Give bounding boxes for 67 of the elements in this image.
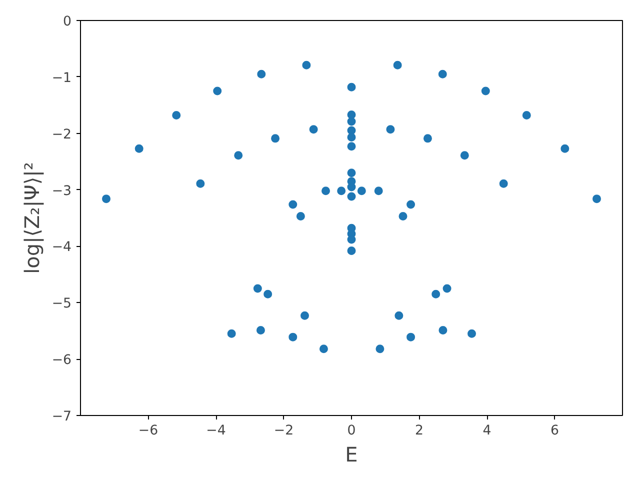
x-tick-label: 4 [482,424,492,438]
point [442,284,452,293]
point [102,194,110,204]
point [300,311,310,320]
point [499,179,508,188]
point [271,134,280,143]
y-tick-label: −5 [52,296,72,312]
point [376,344,384,354]
x-tick-label: 0 [347,424,356,438]
point [386,125,395,134]
x-tick-label: −6 [138,424,158,438]
point [347,142,356,151]
point [347,192,356,201]
point [322,186,330,196]
point [438,326,448,335]
point [406,200,416,209]
y-tick-label: −2 [52,127,72,142]
y-axis-title: log|⟨Z₂|Ψ⟩|² [20,162,44,274]
point [347,110,356,119]
point [468,329,476,338]
y-tick-label: −6 [52,353,72,368]
point [347,117,356,126]
point [394,311,404,320]
point [288,332,298,342]
y-tick-label: −1 [52,70,72,86]
point [592,194,602,204]
point [337,186,346,196]
point [460,151,469,160]
point [357,186,366,196]
y-tick-label: −7 [52,410,72,424]
x-tick-label: 6 [550,424,559,438]
y-tick-label: −3 [52,184,72,199]
point [264,290,272,298]
point [347,133,356,142]
point [438,70,447,78]
point [423,134,432,143]
point [234,151,243,160]
point [257,70,266,78]
point [347,82,356,92]
point [172,111,181,120]
x-tick-label: −4 [206,424,226,438]
point [406,332,416,342]
y-tick-label: −4 [52,240,72,256]
point [398,212,408,221]
x-tick-label: 2 [415,424,424,438]
point [213,86,222,96]
point [296,212,305,221]
point [393,60,402,70]
point [196,179,205,188]
point [302,60,311,70]
point [288,200,298,209]
point [134,144,144,153]
point [319,344,328,354]
point [256,326,265,335]
point [309,125,318,134]
point [560,144,570,153]
point [522,111,531,120]
point [481,86,490,96]
y-tick-label: 0 [63,14,72,30]
x-axis-title: E [345,442,358,466]
x-tick-label: −2 [274,424,294,438]
point [253,284,262,293]
point [347,246,356,255]
point [432,290,440,298]
point [227,329,236,338]
point [374,186,383,196]
point [347,168,356,178]
